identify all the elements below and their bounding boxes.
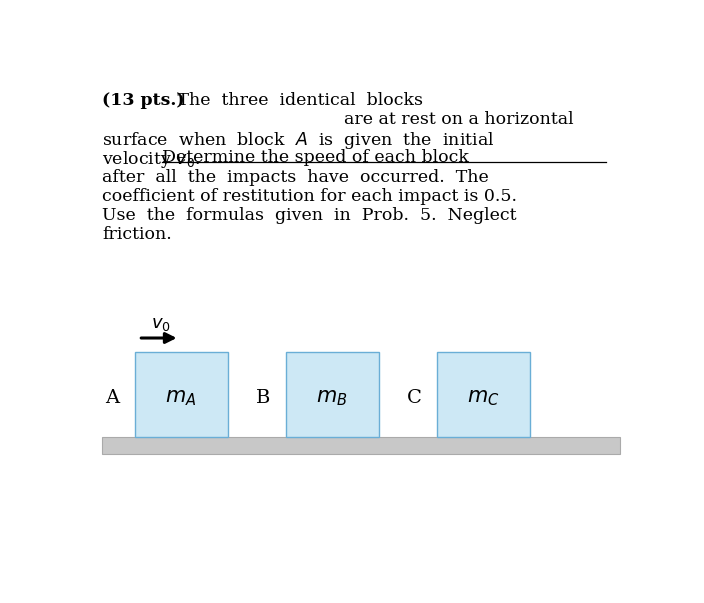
- Text: friction.: friction.: [102, 226, 172, 244]
- Text: C: C: [406, 390, 421, 408]
- Text: B: B: [256, 390, 270, 408]
- Text: after  all  the  impacts  have  occurred.  The: after all the impacts have occurred. The: [102, 169, 489, 186]
- Bar: [102, 437, 620, 453]
- Text: coefficient of restitution for each impact is 0.5.: coefficient of restitution for each impa…: [102, 188, 517, 205]
- Text: $m_B$: $m_B$: [316, 388, 348, 408]
- Text: Use  the  formulas  given  in  Prob.  5.  Neglect: Use the formulas given in Prob. 5. Negle…: [102, 207, 517, 224]
- Text: are at rest on a horizontal: are at rest on a horizontal: [344, 111, 573, 128]
- Text: surface  when  block  $A$  is  given  the  initial: surface when block $A$ is given the init…: [102, 130, 494, 151]
- Bar: [436, 352, 529, 437]
- Text: $v_0$: $v_0$: [151, 315, 170, 333]
- Text: (13 pts.): (13 pts.): [102, 92, 184, 109]
- Bar: [134, 352, 227, 437]
- Text: The  three  identical  blocks: The three identical blocks: [172, 92, 422, 109]
- Text: velocity $v_0$.: velocity $v_0$.: [102, 150, 202, 171]
- Text: Determine the speed of each block: Determine the speed of each block: [163, 150, 470, 166]
- Text: $m_C$: $m_C$: [467, 388, 500, 408]
- Text: $m_A$: $m_A$: [165, 388, 196, 408]
- Bar: [286, 352, 379, 437]
- Text: A: A: [105, 390, 119, 408]
